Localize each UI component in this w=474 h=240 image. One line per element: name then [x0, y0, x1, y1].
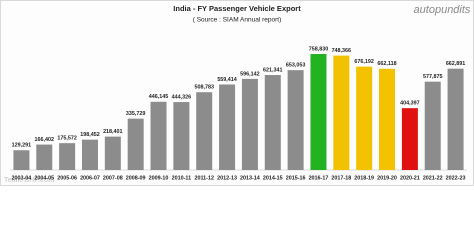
x-tick-label: 2018-19	[354, 175, 374, 181]
value-label: 218,401	[103, 129, 123, 135]
chart-title: India - FY Passenger Vehicle Export	[173, 4, 301, 13]
value-label: 621,341	[263, 67, 283, 73]
bar	[13, 150, 30, 170]
value-label: 676,192	[354, 59, 374, 65]
x-tick-label: 2004-05	[34, 175, 54, 181]
x-tick-label: 2007-08	[103, 175, 123, 181]
x-tick-label: 2022-23	[446, 175, 466, 181]
value-label: 577,875	[423, 74, 443, 80]
value-label: 335,729	[126, 111, 146, 117]
bar	[173, 102, 190, 170]
value-label: 508,783	[194, 85, 214, 91]
value-label: 446,145	[149, 94, 169, 100]
value-label: 662,118	[377, 61, 396, 67]
value-label: 198,452	[80, 132, 100, 138]
x-tick-label: 2013-14	[240, 175, 260, 181]
logo: autopundits	[414, 4, 471, 16]
chart-subtitle: ( Source : SIAM Annual report)	[193, 17, 282, 24]
x-tick-label: 2017-18	[331, 175, 351, 181]
x-tick-label: 2021-22	[423, 175, 443, 181]
bar	[333, 55, 350, 171]
x-tick-label: 2020-21	[400, 175, 420, 181]
value-label: 129,291	[12, 143, 32, 149]
x-tick-label: 2015-16	[286, 175, 306, 181]
bar	[356, 66, 373, 170]
x-tick-label: 2014-15	[263, 175, 283, 181]
bar	[36, 144, 53, 170]
chart: India - FY Passenger Vehicle Export ( So…	[0, 0, 474, 186]
value-label: 653,053	[286, 63, 306, 69]
bar	[241, 78, 258, 170]
bar	[447, 68, 464, 170]
bar	[104, 136, 121, 170]
value-label: 559,414	[217, 77, 237, 83]
bar	[287, 70, 304, 170]
page: {"chart_data": {"type": "bar", "title": …	[0, 0, 474, 186]
bar	[310, 54, 327, 170]
bar	[150, 101, 167, 170]
bar	[219, 84, 236, 170]
bar	[81, 139, 98, 170]
bar	[401, 108, 418, 170]
x-tick-label: 2010-11	[172, 175, 192, 181]
x-tick-label: 2005-06	[57, 175, 77, 181]
x-tick-label: 2009-10	[149, 175, 169, 181]
bar	[196, 92, 213, 170]
bar	[127, 118, 144, 170]
value-label: 404,397	[400, 101, 420, 107]
x-tick-label: 2019-20	[377, 175, 397, 181]
value-label: 166,402	[35, 137, 55, 143]
x-tick-label: 2008-09	[126, 175, 146, 181]
watermark: Team-BHP.com	[4, 177, 54, 184]
x-tick-label: 2006-07	[80, 175, 100, 181]
bar	[59, 143, 76, 170]
bar	[424, 81, 441, 170]
x-tick-label: 2011-12	[194, 175, 214, 181]
value-label: 748,366	[332, 48, 352, 54]
value-label: 662,891	[446, 61, 466, 67]
value-label: 444,326	[172, 94, 192, 100]
value-label: 175,572	[57, 136, 77, 142]
x-tick-label: 2012-13	[217, 175, 237, 181]
bar	[264, 75, 281, 170]
x-tick-label: 2003-04	[12, 175, 32, 181]
value-label: 596,142	[240, 71, 260, 77]
x-tick-label: 2016-17	[309, 175, 329, 181]
bar	[379, 68, 396, 170]
value-label: 758,830	[309, 46, 329, 52]
